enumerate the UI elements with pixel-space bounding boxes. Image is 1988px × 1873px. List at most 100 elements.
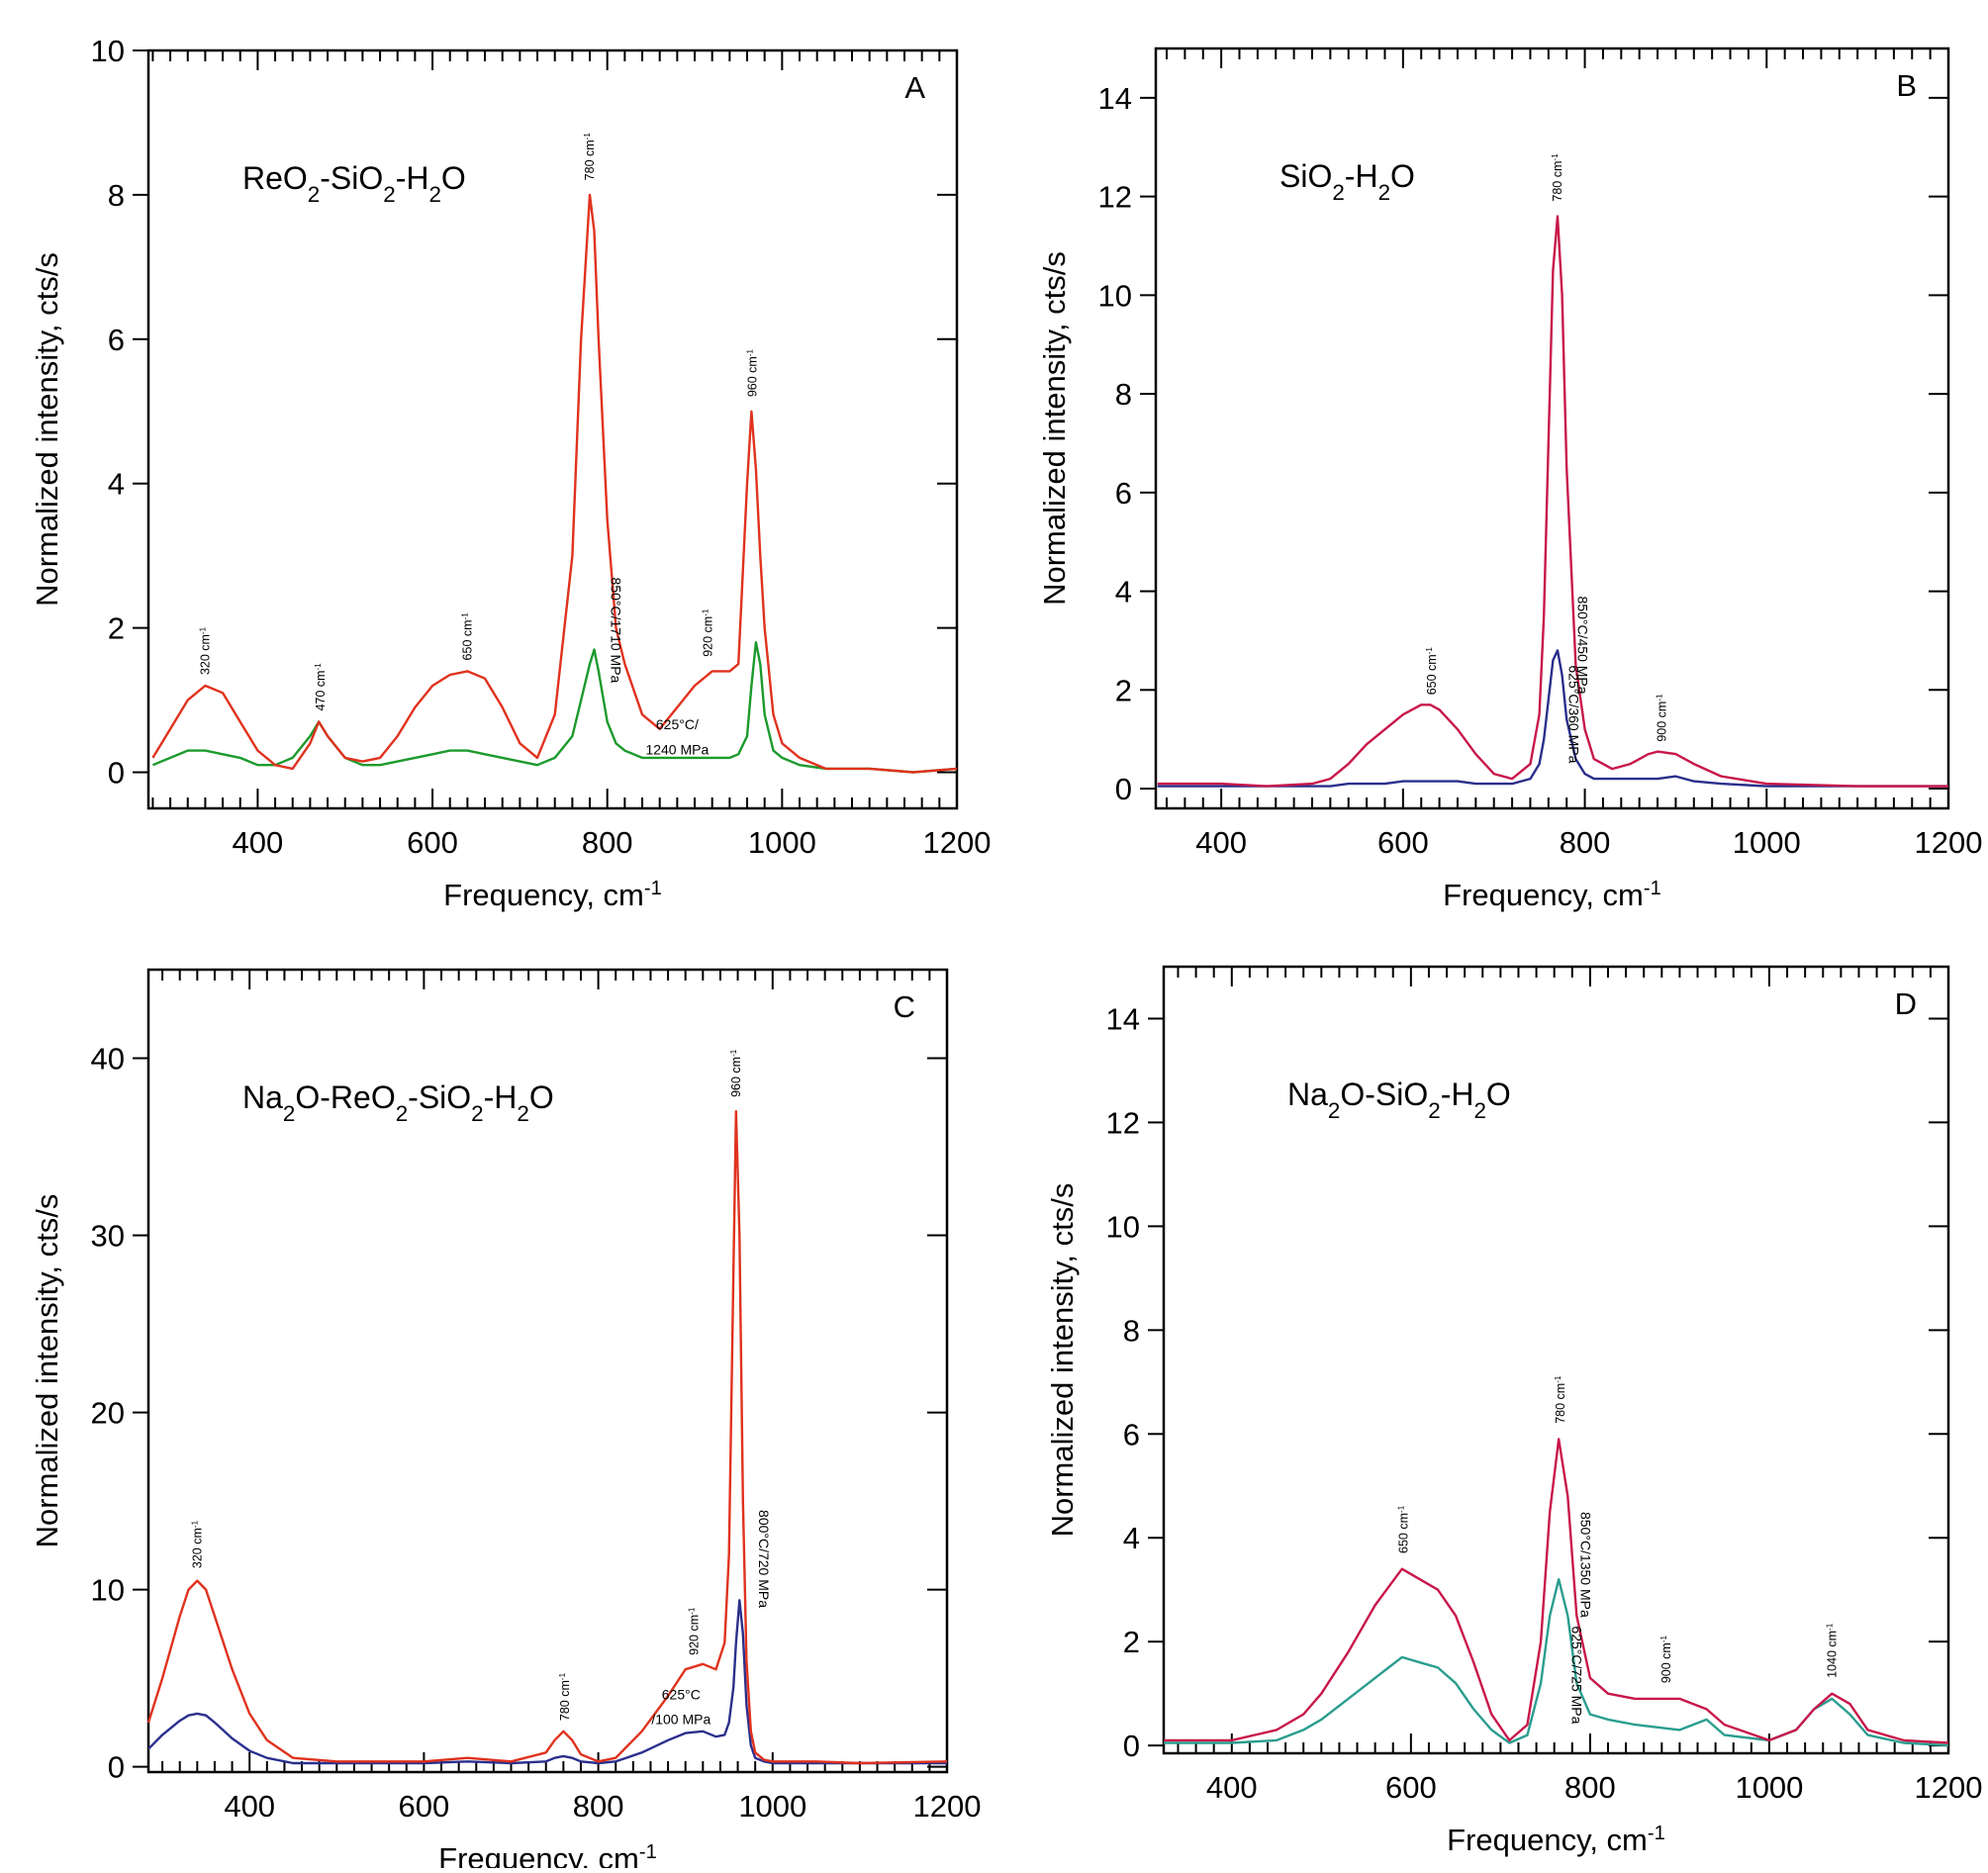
plot-frame <box>1162 965 1950 1755</box>
y-tick-label: 30 <box>91 1219 125 1254</box>
panel-letter: D <box>1895 986 1917 1021</box>
system-label: Na2O-ReO2-SiO2-H2O <box>242 1079 554 1126</box>
y-tick-label: 10 <box>91 1573 125 1608</box>
condition-label: 1240 MPa <box>645 741 709 757</box>
y-tick-label: 6 <box>1115 476 1132 511</box>
y-tick-label: 2 <box>108 611 125 646</box>
y-tick-label: 2 <box>1123 1625 1140 1659</box>
plot-frame <box>146 48 959 810</box>
x-tick-label: 1000 <box>738 1789 806 1824</box>
peak-label: 780 cm-1 <box>1554 1375 1568 1424</box>
y-tick-label: 6 <box>1123 1417 1140 1452</box>
peak-label: 650 cm-1 <box>1425 647 1440 696</box>
y-tick-label: 10 <box>1106 1209 1140 1244</box>
y-tick-label: 8 <box>108 178 125 213</box>
panel-d: 400 600 800 1000 1200 0 2 4 6 8 10 12 14 Frequency, c… <box>1045 965 1983 1857</box>
y-tick-label: 8 <box>1123 1313 1140 1348</box>
x-tick-label: 1000 <box>748 825 816 860</box>
x-axis-label: Frequency, cm-1 <box>1447 1823 1665 1857</box>
peak-label: 780 cm-1 <box>558 1672 573 1721</box>
plot-frame <box>146 968 949 1774</box>
system-label: SiO2-H2O <box>1279 158 1415 205</box>
x-tick-label: 800 <box>1564 1770 1616 1805</box>
condition-label: 625°C/ <box>656 716 699 732</box>
x-tick-label: 600 <box>399 1789 450 1824</box>
peak-label: 650 cm-1 <box>460 612 475 661</box>
y-tick-label: 2 <box>1115 673 1132 707</box>
spectrum-line <box>146 1110 948 1765</box>
x-axis-label: Frequency, cm-1 <box>438 1841 657 1868</box>
y-tick-label: 4 <box>1115 575 1132 609</box>
condition-label: 625°C/725 MPa <box>1568 1626 1584 1724</box>
peak-label: 780 cm-1 <box>583 133 598 181</box>
y-tick-label: 4 <box>1123 1521 1140 1555</box>
plot-frame <box>1154 47 1950 810</box>
peak-label: 920 cm-1 <box>687 1607 702 1655</box>
condition-label: 800°C/720 MPa <box>756 1510 772 1608</box>
peak-label: 900 cm-1 <box>1658 1635 1673 1683</box>
system-label: ReO2-SiO2-H2O <box>242 160 466 207</box>
condition-label: 850°C/450 MPa <box>1575 597 1591 695</box>
peak-label: 960 cm-1 <box>728 1049 743 1097</box>
y-tick-label: 12 <box>1098 180 1132 215</box>
peak-label: 320 cm-1 <box>190 1520 205 1568</box>
peak-label: 320 cm-1 <box>198 626 213 675</box>
x-tick-label: 1200 <box>1915 1770 1983 1805</box>
y-tick-label: 10 <box>91 34 125 68</box>
spectrum-line <box>1157 215 1948 788</box>
x-tick-label: 800 <box>1560 825 1611 860</box>
y-tick-label: 4 <box>108 467 125 502</box>
y-tick-label: 14 <box>1106 1001 1140 1036</box>
peak-label: 470 cm-1 <box>313 663 328 711</box>
x-tick-label: 600 <box>407 825 458 860</box>
condition-label: 625°C <box>662 1687 701 1703</box>
x-tick-label: 400 <box>233 825 284 860</box>
x-tick-label: 400 <box>1195 825 1247 860</box>
condition-label: 850°C/1710 MPa <box>609 578 624 684</box>
peak-label: 650 cm-1 <box>1396 1505 1411 1553</box>
condition-label: 850°C/1350 MPa <box>1577 1512 1593 1618</box>
x-tick-label: 600 <box>1385 1770 1437 1805</box>
x-axis-label: Frequency, cm-1 <box>443 878 662 912</box>
y-tick-label: 6 <box>108 323 125 357</box>
y-tick-label: 40 <box>91 1042 125 1077</box>
condition-label: /100 MPa <box>651 1712 710 1728</box>
system-label: Na2O-SiO2-H2O <box>1287 1077 1511 1123</box>
spectrum-line <box>1157 649 1948 788</box>
x-tick-label: 600 <box>1377 825 1429 860</box>
peak-label: 900 cm-1 <box>1655 694 1669 742</box>
panel-c: 400 600 800 1000 1200 0 10 20 30 40 Frequency, cm-… <box>30 968 982 1873</box>
x-tick-label: 800 <box>582 825 633 860</box>
y-tick-label: 0 <box>1115 772 1132 806</box>
y-tick-label: 14 <box>1098 81 1132 116</box>
y-axis-label: Normalized intensity, cts/s <box>1037 251 1072 606</box>
x-tick-label: 1200 <box>913 1789 982 1824</box>
y-tick-label: 20 <box>91 1396 125 1431</box>
spectrum-line <box>151 641 958 774</box>
panel-a: 400 600 800 1000 1200 0 2 4 6 8 10 Frequency, cm-1 N… <box>30 34 991 912</box>
peak-label: 780 cm-1 <box>1551 153 1565 202</box>
y-tick-label: 0 <box>1123 1729 1140 1763</box>
y-tick-label: 8 <box>1115 377 1132 412</box>
spectrum-line <box>147 1599 947 1765</box>
spectrum-line <box>151 193 958 774</box>
x-tick-label: 400 <box>1206 1770 1258 1805</box>
y-tick-label: 0 <box>108 1750 125 1785</box>
y-tick-label: 0 <box>108 756 125 791</box>
x-tick-label: 400 <box>224 1789 275 1824</box>
peak-label: 920 cm-1 <box>701 609 715 657</box>
peak-label: 960 cm-1 <box>745 348 760 397</box>
y-axis-label: Normalized intensity, cts/s <box>30 1194 64 1548</box>
panel-letter: B <box>1896 68 1917 103</box>
x-tick-label: 1200 <box>923 825 992 860</box>
y-tick-label: 12 <box>1106 1105 1140 1140</box>
panel-b: 400 600 800 1000 1200 0 2 4 6 8 10 12 14 Frequency, c… <box>1037 47 1983 912</box>
y-tick-label: 10 <box>1098 278 1132 313</box>
spectrum-line <box>1164 1438 1949 1744</box>
y-axis-label: Normalized intensity, cts/s <box>1045 1183 1080 1538</box>
condition-label: 625°C/360 MPa <box>1565 665 1581 763</box>
x-tick-label: 1000 <box>1733 825 1801 860</box>
x-tick-label: 1200 <box>1915 825 1983 860</box>
y-axis-label: Normalized intensity, cts/s <box>30 252 64 607</box>
